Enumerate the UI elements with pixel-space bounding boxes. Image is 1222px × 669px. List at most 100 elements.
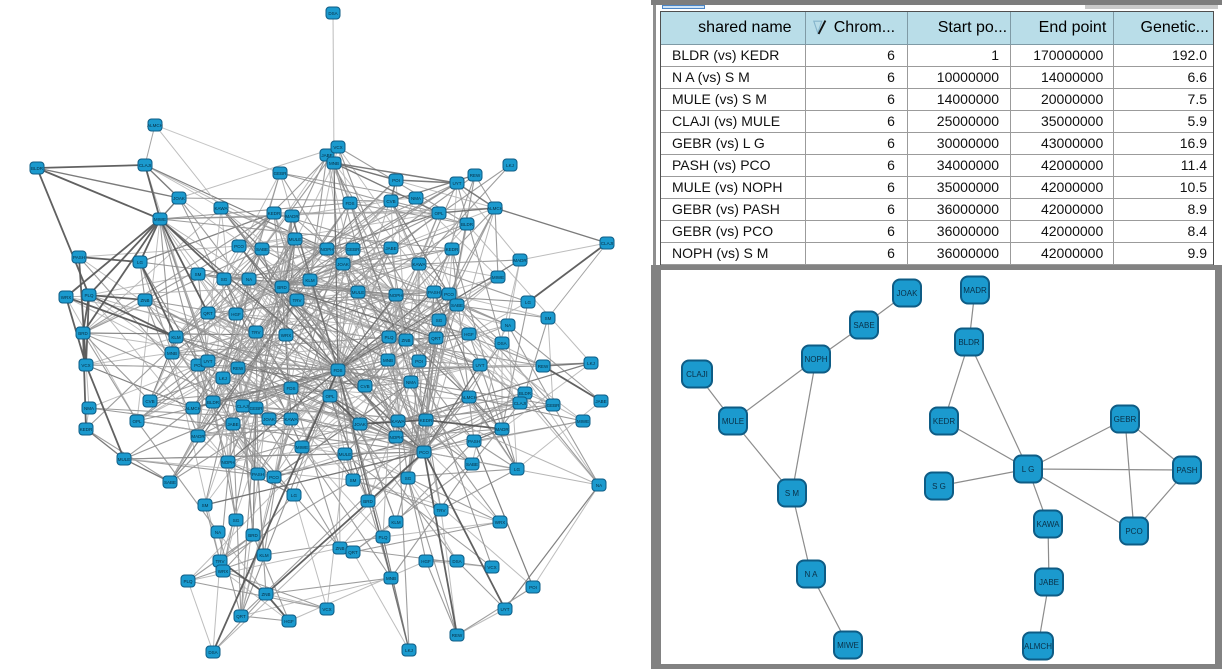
svg-text:CLAJI: CLAJI — [686, 370, 708, 379]
svg-text:BLDR: BLDR — [958, 338, 980, 347]
svg-text:FDS: FDS — [334, 368, 343, 373]
svg-text:JOAK: JOAK — [897, 289, 919, 298]
svg-text:WRX: WRX — [495, 520, 506, 525]
svg-text:JABE: JABE — [321, 153, 332, 158]
svg-text:KLM: KLM — [259, 553, 269, 558]
svg-text:PLQ: PLQ — [378, 535, 388, 540]
svg-text:MIWE: MIWE — [154, 217, 166, 222]
svg-text:SM: SM — [195, 272, 202, 277]
svg-text:NA: NA — [215, 530, 221, 535]
svg-text:N A: N A — [805, 570, 819, 579]
svg-text:VCX: VCX — [333, 145, 342, 150]
svg-text:CVB: CVB — [145, 399, 154, 404]
svg-text:PLQ: PLQ — [183, 579, 193, 584]
svg-text:GEBR: GEBR — [250, 406, 264, 411]
svg-text:PCO: PCO — [1125, 527, 1142, 536]
svg-text:KAWA: KAWA — [1037, 520, 1061, 529]
svg-text:SM: SM — [350, 478, 357, 483]
svg-text:QRT: QRT — [203, 311, 213, 316]
svg-text:LG: LG — [525, 300, 532, 305]
svg-text:MULE: MULE — [339, 452, 352, 457]
svg-text:ALMCH: ALMCH — [185, 406, 201, 411]
svg-text:PCO: PCO — [444, 292, 454, 297]
svg-text:MNB: MNB — [329, 161, 339, 166]
svg-text:HGF: HGF — [464, 332, 474, 337]
svg-text:WRX: WRX — [61, 295, 72, 300]
svg-text:SG: SG — [436, 318, 443, 323]
svg-text:DSA: DSA — [208, 650, 217, 655]
svg-text:DSA: DSA — [497, 341, 506, 346]
svg-text:HGF: HGF — [231, 312, 241, 317]
svg-text:TRV: TRV — [437, 508, 446, 513]
svg-text:KEDR: KEDR — [420, 418, 433, 423]
svg-text:UYT: UYT — [453, 181, 462, 186]
svg-text:KLM: KLM — [171, 335, 181, 340]
svg-text:BRD: BRD — [78, 331, 88, 336]
svg-text:LKJ: LKJ — [587, 361, 595, 366]
svg-text:KAWA: KAWA — [392, 419, 405, 424]
svg-text:BLDR: BLDR — [31, 166, 44, 171]
svg-text:MIWE: MIWE — [577, 419, 589, 424]
svg-text:MIWE: MIWE — [492, 275, 504, 280]
svg-text:KAWA: KAWA — [215, 206, 228, 211]
svg-text:PCO: PCO — [234, 244, 244, 249]
svg-text:MADR: MADR — [513, 258, 527, 263]
svg-text:CLAJI: CLAJI — [514, 401, 526, 406]
svg-text:FDS: FDS — [287, 386, 296, 391]
svg-text:GEBR: GEBR — [347, 247, 361, 252]
svg-text:ZNB: ZNB — [336, 546, 345, 551]
svg-text:CLAJI: CLAJI — [601, 241, 613, 246]
svg-text:PASH: PASH — [468, 439, 480, 444]
svg-text:ALMCH: ALMCH — [461, 395, 477, 400]
svg-text:PASH: PASH — [252, 472, 264, 477]
svg-text:QRT: QRT — [431, 336, 441, 341]
svg-text:ALMCH: ALMCH — [147, 123, 163, 128]
svg-text:BLDR: BLDR — [519, 391, 532, 396]
svg-text:DSA: DSA — [452, 559, 461, 564]
svg-text:NA: NA — [505, 323, 511, 328]
svg-text:LKJ: LKJ — [506, 163, 514, 168]
svg-text:GEBR: GEBR — [274, 171, 288, 176]
svg-text:NOPH: NOPH — [221, 460, 234, 465]
svg-text:LG: LG — [291, 493, 298, 498]
svg-text:JABE: JABE — [1039, 578, 1059, 587]
svg-text:BLDR: BLDR — [207, 400, 220, 405]
svg-text:KAWA: KAWA — [285, 417, 298, 422]
svg-text:NA: NA — [596, 483, 602, 488]
svg-text:ZNB: ZNB — [262, 592, 271, 597]
svg-text:QRT: QRT — [348, 550, 358, 555]
svg-text:MULE: MULE — [118, 457, 131, 462]
svg-text:LG: LG — [514, 467, 521, 472]
svg-text:UYT: UYT — [501, 607, 510, 612]
svg-text:MULE: MULE — [352, 290, 365, 295]
svg-text:SG: SG — [221, 277, 228, 282]
svg-text:NMA: NMA — [406, 380, 416, 385]
svg-text:PLQ: PLQ — [384, 335, 394, 340]
svg-text:JABE: JABE — [385, 246, 396, 251]
svg-text:SG: SG — [233, 518, 240, 523]
svg-text:NOPH: NOPH — [389, 293, 402, 298]
svg-text:POI: POI — [194, 363, 202, 368]
svg-text:JOAK: JOAK — [173, 196, 185, 201]
svg-text:REW: REW — [233, 366, 244, 371]
svg-text:NOPH: NOPH — [320, 247, 333, 252]
svg-text:KEDR: KEDR — [268, 211, 281, 216]
svg-text:MULE: MULE — [722, 417, 744, 426]
svg-text:REW: REW — [538, 364, 549, 369]
svg-text:NMA: NMA — [411, 196, 421, 201]
svg-text:JOAK: JOAK — [354, 422, 366, 427]
svg-text:BRD: BRD — [248, 533, 258, 538]
svg-text:POI: POI — [529, 585, 537, 590]
svg-text:PASH: PASH — [1176, 466, 1197, 475]
svg-text:HGF: HGF — [421, 559, 431, 564]
svg-text:MADR: MADR — [495, 427, 509, 432]
svg-text:QRT: QRT — [236, 614, 246, 619]
svg-text:JOAK: JOAK — [337, 262, 349, 267]
svg-text:PLQ: PLQ — [84, 293, 94, 298]
svg-text:PASH: PASH — [428, 290, 440, 295]
svg-text:OPL: OPL — [325, 394, 335, 399]
svg-text:MADR: MADR — [285, 214, 299, 219]
svg-text:NOPH: NOPH — [389, 435, 402, 440]
svg-text:OPL: OPL — [132, 419, 142, 424]
svg-text:PCO: PCO — [419, 450, 429, 455]
